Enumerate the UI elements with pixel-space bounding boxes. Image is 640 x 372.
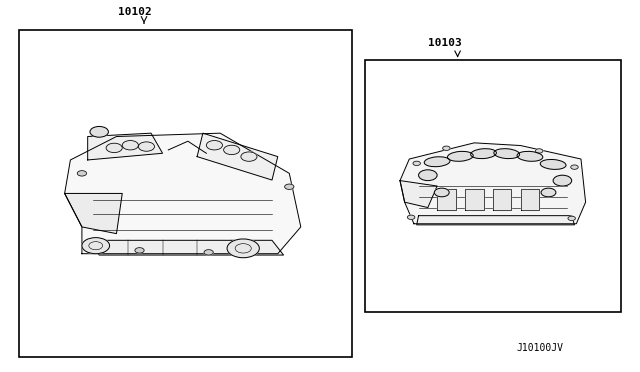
Circle shape xyxy=(227,239,259,258)
Circle shape xyxy=(541,188,556,197)
Circle shape xyxy=(204,250,213,255)
Circle shape xyxy=(571,165,578,169)
Circle shape xyxy=(285,184,294,189)
Polygon shape xyxy=(400,143,586,224)
Ellipse shape xyxy=(447,151,473,161)
Circle shape xyxy=(138,142,154,151)
Circle shape xyxy=(77,171,86,176)
Polygon shape xyxy=(88,240,284,255)
Circle shape xyxy=(206,141,223,150)
Polygon shape xyxy=(88,133,163,160)
Polygon shape xyxy=(493,189,511,210)
Ellipse shape xyxy=(540,160,566,169)
Polygon shape xyxy=(521,189,540,210)
Circle shape xyxy=(122,141,138,150)
Ellipse shape xyxy=(494,149,520,158)
Circle shape xyxy=(241,152,257,161)
Ellipse shape xyxy=(517,151,543,161)
Circle shape xyxy=(553,175,572,186)
Polygon shape xyxy=(65,133,301,254)
Circle shape xyxy=(106,143,122,153)
Circle shape xyxy=(82,238,109,254)
Polygon shape xyxy=(437,189,456,210)
Text: J10100JV: J10100JV xyxy=(516,343,563,353)
Polygon shape xyxy=(400,181,437,208)
Text: 10103: 10103 xyxy=(428,38,461,48)
Circle shape xyxy=(568,216,575,221)
Circle shape xyxy=(135,248,144,253)
Circle shape xyxy=(536,149,543,153)
Bar xyxy=(19,30,352,357)
Ellipse shape xyxy=(470,149,497,158)
Circle shape xyxy=(90,126,108,137)
Circle shape xyxy=(443,146,450,150)
Circle shape xyxy=(419,170,437,181)
Polygon shape xyxy=(197,133,278,180)
Polygon shape xyxy=(65,193,122,234)
Circle shape xyxy=(435,188,449,197)
Polygon shape xyxy=(417,216,575,225)
Text: 10102: 10102 xyxy=(118,7,151,17)
Circle shape xyxy=(408,215,415,219)
Polygon shape xyxy=(465,189,484,210)
Circle shape xyxy=(223,145,240,155)
Ellipse shape xyxy=(424,157,450,167)
Circle shape xyxy=(413,161,420,166)
Bar xyxy=(365,60,621,312)
